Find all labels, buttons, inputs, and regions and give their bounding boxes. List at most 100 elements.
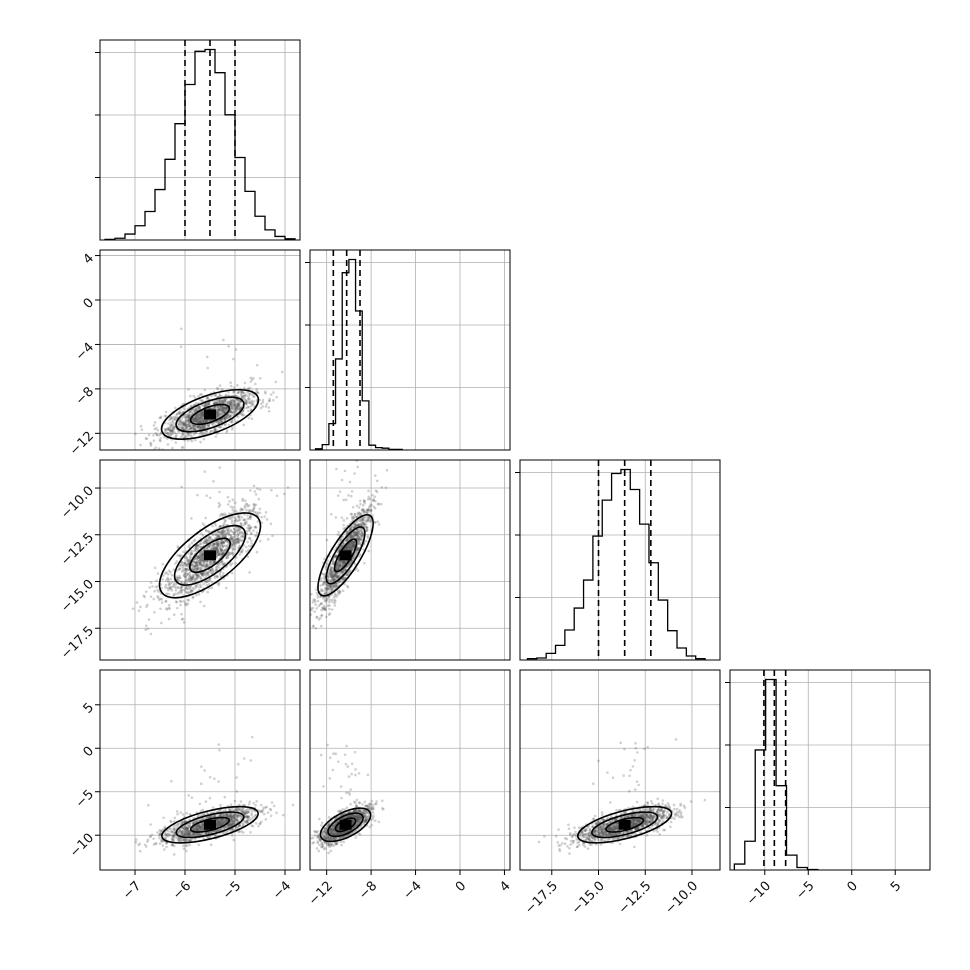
scatter-point	[227, 503, 230, 506]
histogram-bar	[734, 864, 744, 870]
scatter-point	[189, 410, 192, 413]
scatter-point	[194, 567, 197, 570]
scatter-point	[272, 391, 275, 394]
scatter-point	[243, 757, 246, 760]
scatter-point	[211, 525, 214, 528]
scatter-point	[267, 538, 270, 541]
scatter-point	[209, 776, 212, 779]
scatter-point	[171, 432, 174, 435]
scatter-point	[252, 503, 255, 506]
histogram-bar	[776, 786, 786, 870]
scatter-point	[248, 800, 251, 803]
scatter-point	[196, 414, 199, 417]
scatter-point	[326, 539, 329, 542]
scatter-point	[333, 584, 336, 587]
histogram-bar	[145, 212, 155, 240]
scatter-point	[199, 583, 202, 586]
scatter-point	[360, 534, 363, 537]
y-tick-label: 0	[81, 295, 97, 311]
scatter-point	[208, 536, 211, 539]
scatter-point	[263, 515, 266, 518]
histogram-bar	[235, 158, 245, 240]
scatter-point	[180, 486, 183, 489]
scatter-point	[256, 487, 259, 490]
scatter-point	[203, 470, 206, 473]
scatter-point	[371, 494, 374, 497]
scatter-point	[339, 490, 342, 493]
y-tick-label: −10.0	[58, 483, 97, 522]
histogram-bar	[602, 500, 611, 660]
scatter-point	[195, 594, 198, 597]
scatter-point	[226, 544, 229, 547]
scatter-point	[310, 609, 313, 612]
scatter-point	[241, 499, 244, 502]
scatter-point	[165, 584, 168, 587]
scatter-point	[251, 378, 254, 381]
scatter-point	[268, 398, 271, 401]
scatter-point	[185, 587, 188, 590]
scatter-point	[313, 610, 316, 613]
histogram-outline	[105, 50, 295, 240]
scatter-point	[245, 546, 248, 549]
scatter-point	[175, 441, 178, 444]
scatter-point	[326, 590, 329, 593]
scatter-point	[174, 562, 177, 565]
scatter-point	[199, 561, 202, 564]
scatter-point	[323, 575, 326, 578]
scatter-point	[198, 407, 201, 410]
scatter-point	[273, 805, 276, 808]
scatter-point	[190, 580, 193, 583]
scatter-point	[254, 490, 257, 493]
scatter-point	[328, 613, 331, 616]
scatter-point	[185, 569, 188, 572]
scatter-point	[248, 530, 251, 533]
scatter-point	[220, 549, 223, 552]
scatter-point	[218, 491, 221, 494]
scatter-point	[179, 600, 182, 603]
histogram-bar	[245, 191, 255, 240]
scatter-point	[244, 499, 247, 502]
scatter-point	[204, 540, 207, 543]
histogram-bar	[556, 645, 565, 660]
scatter-point	[339, 560, 342, 563]
scatter-point	[343, 519, 346, 522]
scatter-point	[199, 576, 202, 579]
scatter-point	[236, 404, 239, 407]
scatter-point	[366, 519, 369, 522]
histogram-bar	[356, 311, 363, 450]
scatter-point	[259, 377, 262, 380]
scatter-point	[328, 601, 331, 604]
scatter-point	[352, 506, 355, 509]
scatter-point	[347, 494, 350, 497]
scatter-point	[218, 526, 221, 529]
scatter-point	[232, 547, 235, 550]
scatter-point	[218, 466, 221, 469]
scatter-point	[363, 499, 366, 502]
scatter-point	[168, 618, 171, 621]
scatter-point	[216, 575, 219, 578]
scatter-point	[243, 524, 246, 527]
scatter-point	[191, 550, 194, 553]
scatter-point	[153, 424, 156, 427]
panel-frame	[100, 40, 300, 240]
scatter-point	[198, 593, 201, 596]
scatter-point	[228, 551, 231, 554]
scatter-point	[210, 430, 213, 433]
histogram-bar	[640, 524, 649, 660]
scatter-point	[366, 511, 369, 514]
scatter-point	[320, 609, 323, 612]
scatter-point	[184, 573, 187, 576]
scatter-point	[360, 537, 363, 540]
scatter-point	[204, 517, 207, 520]
scatter-point	[138, 455, 141, 458]
scatter-point	[162, 844, 165, 847]
scatter-point	[256, 364, 259, 367]
scatter-point	[154, 432, 157, 435]
scatter-point	[157, 572, 160, 575]
scatter-point	[215, 435, 218, 438]
scatter-point	[365, 529, 368, 532]
scatter-point	[351, 516, 354, 519]
scatter-point	[209, 569, 212, 572]
scatter-point	[220, 532, 223, 535]
scatter-point	[152, 434, 155, 437]
